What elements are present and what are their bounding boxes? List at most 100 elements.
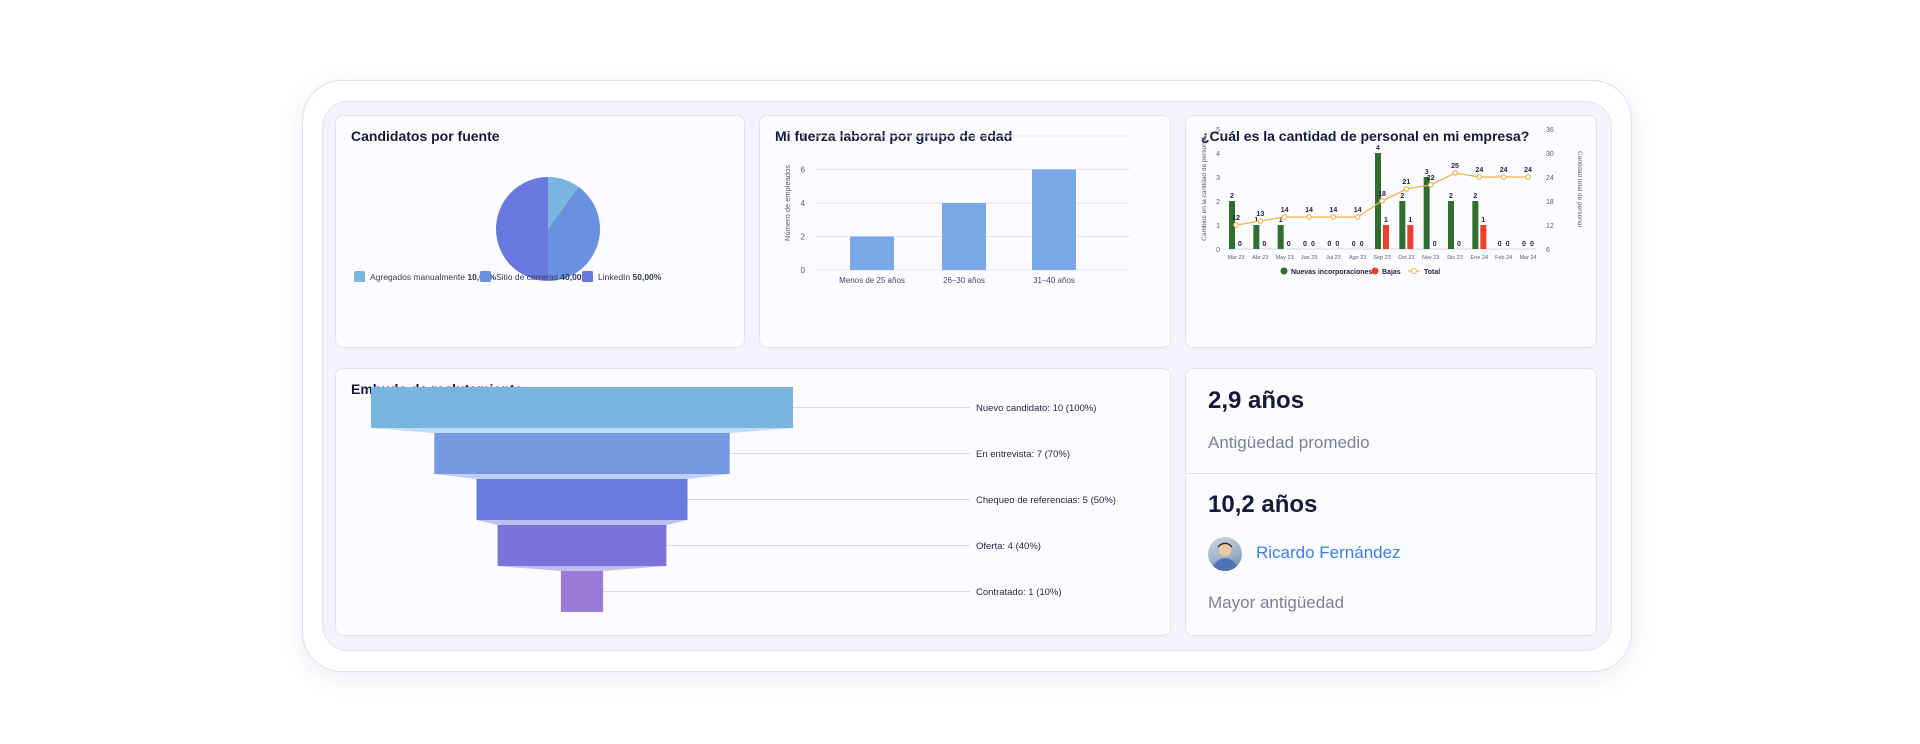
y-tick-label: 8: [801, 132, 806, 141]
total-value-label: 14: [1329, 207, 1337, 214]
y-tick-label: 2: [801, 233, 806, 242]
new-hires-value-label: 2: [1449, 193, 1453, 200]
new-hires-value-label: 1: [1279, 217, 1283, 224]
x-tick-label: Feb 24: [1495, 255, 1512, 261]
funnel-stage: [560, 571, 604, 612]
funnel-connector: [476, 520, 688, 525]
recruitment-funnel-chart: Nuevo candidato: 10 (100%) En entrevista:…: [371, 387, 1116, 612]
total-value-label: 24: [1475, 167, 1483, 174]
total-point: [1427, 182, 1434, 188]
new-hires-bar: [1448, 201, 1454, 249]
total-point: [1306, 214, 1312, 220]
legend-total-label: Total: [1424, 269, 1440, 276]
total-value-label: 13: [1256, 211, 1264, 218]
y-tick-label: 0: [801, 266, 806, 275]
leavers-value-label: 0: [1238, 241, 1242, 248]
new-hires-value-label: 3: [1425, 169, 1429, 176]
y-tick-label: 6: [801, 166, 806, 175]
new-hires-bar: [1423, 177, 1430, 249]
max-tenure-label: Mayor antigüedad: [1208, 593, 1345, 612]
funnel-connector: [371, 428, 793, 433]
y2-tick-label: 18: [1546, 199, 1554, 206]
legend-new-hires-marker: [1280, 267, 1288, 275]
age-bar: [850, 236, 894, 270]
total-value-label: 14: [1354, 207, 1362, 214]
new-hires-bar: [1399, 201, 1406, 249]
total-value-label: 25: [1451, 163, 1459, 170]
leavers-value-label: 1: [1408, 217, 1412, 224]
funnel-connector: [434, 474, 730, 479]
legend-label: Sitio de carreras 40,00%: [496, 272, 590, 282]
new-hires-value-label: 1: [1254, 217, 1258, 224]
leavers-value-label: 0: [1335, 241, 1339, 248]
x-tick-label: Sep 23: [1373, 255, 1390, 261]
new-hires-bar: [1277, 225, 1284, 249]
new-hires-value-label: 0: [1522, 241, 1526, 248]
total-value-label: 21: [1402, 179, 1410, 186]
leavers-value-label: 0: [1433, 241, 1437, 248]
funnel-stage: [434, 433, 730, 474]
x-tick-label: Jul 23: [1326, 255, 1341, 261]
person-avatar-icon[interactable]: [1208, 537, 1242, 571]
tenure-card: 2,9 años Antigüedad promedio 10,2 años R…: [1185, 368, 1597, 636]
legend-value: 50,00%: [633, 272, 662, 282]
avg-tenure-value: 2,9 años: [1208, 387, 1305, 414]
y-tick-label: 1: [1216, 223, 1220, 230]
y2-tick-label: 30: [1546, 151, 1554, 158]
y-tick-label: 5: [1216, 127, 1220, 134]
avg-tenure-label: Antigüedad promedio: [1208, 433, 1370, 452]
legend-swatch: [582, 271, 593, 282]
y2-tick-label: 36: [1546, 127, 1554, 134]
y-tick-label: 4: [1216, 151, 1220, 158]
total-point: [1500, 174, 1507, 180]
x-tick-label: Oct 23: [1398, 255, 1414, 261]
funnel-stage: [497, 525, 667, 566]
new-hires-bar: [1229, 201, 1235, 249]
funnel-stage-label: Nuevo candidato: 10 (100%): [976, 403, 1096, 414]
new-hires-value-label: 2: [1230, 193, 1234, 200]
total-point: [1403, 186, 1410, 192]
legend-leavers-label: Bajas: [1382, 269, 1401, 276]
leavers-value-label: 0: [1311, 241, 1315, 248]
pie-slice: [548, 177, 579, 229]
age-bar-chart: 0 2 4 6 8 Número de empleados Menos de 25 años…: [783, 132, 1130, 285]
y-tick-label: 3: [1216, 175, 1220, 182]
leavers-bar: [1407, 225, 1414, 249]
new-hires-bar: [1253, 225, 1260, 249]
total-point: [1281, 214, 1288, 220]
legend-label: LinkedIn 50,00%: [598, 272, 662, 282]
y-tick-label: 0: [1216, 247, 1220, 254]
x-tick-label: 31–40 años: [1033, 276, 1075, 285]
new-hires-value-label: 4: [1376, 145, 1380, 152]
legend-category: LinkedIn: [598, 272, 633, 282]
new-hires-value-label: 0: [1327, 241, 1331, 248]
x-tick-label: Jun 23: [1301, 255, 1318, 261]
funnel-connector: [497, 566, 667, 571]
new-hires-value-label: 2: [1473, 193, 1477, 200]
new-hires-bar: [1472, 201, 1479, 249]
total-point: [1330, 214, 1337, 220]
x-tick-label: Ene 24: [1471, 255, 1488, 261]
total-point: [1452, 170, 1458, 176]
leavers-value-label: 1: [1384, 217, 1388, 224]
y-axis-label: Número de empleados: [783, 165, 792, 241]
total-value-label: 14: [1281, 207, 1289, 214]
sources-title: Candidatos por fuente: [351, 128, 500, 144]
leavers-value-label: 0: [1287, 241, 1291, 248]
x-tick-label: May 23: [1276, 255, 1294, 261]
total-value-label: 18: [1378, 191, 1386, 198]
leavers-bar: [1383, 225, 1389, 249]
total-point: [1525, 174, 1531, 180]
max-tenure-person-link[interactable]: Ricardo Fernández: [1256, 543, 1401, 562]
y-axis-label: Cambios en la cantidad de personal: [1201, 137, 1208, 241]
new-hires-value-label: 0: [1303, 241, 1307, 248]
leavers-value-label: 0: [1530, 241, 1534, 248]
y-tick-label: 4: [801, 199, 806, 208]
legend-swatch: [354, 271, 365, 282]
leavers-value-label: 0: [1262, 241, 1266, 248]
x-tick-label: Abr 23: [1252, 255, 1268, 261]
total-point: [1257, 218, 1264, 224]
total-point: [1476, 174, 1483, 180]
funnel-card: Embudo de reclutamiento Nuevo candidato:…: [335, 368, 1171, 636]
